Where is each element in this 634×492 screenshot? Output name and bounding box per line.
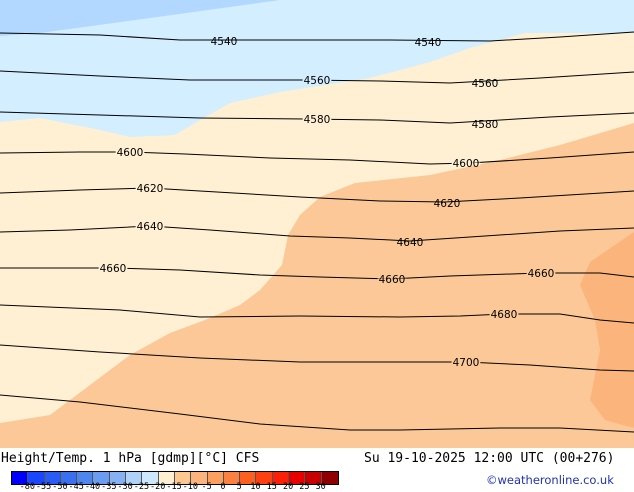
region-orange-dark (580, 232, 634, 428)
contour-label: 4640 (137, 221, 164, 233)
contour-label: 4680 (491, 309, 518, 321)
contour-line (0, 187, 634, 203)
contour-label: 4620 (434, 198, 461, 210)
color-scale-labels: -80 -55 -50 -45 -40 -35 -30 -25 -20 -15 -10 -5 0 5 10 1… (0, 482, 400, 492)
color-swatch (174, 472, 192, 484)
contour-label: 4560 (304, 75, 331, 87)
contour-label-mask (470, 82, 500, 86)
contour-label: 4640 (397, 237, 424, 249)
contour-label: 4560 (472, 78, 499, 90)
contour-label: 4540 (415, 37, 442, 49)
contour-label: 4580 (472, 119, 499, 131)
color-scale-label: 20 (282, 482, 294, 492)
contour-label-mask (135, 187, 165, 191)
color-scale-label: -80 (19, 482, 35, 492)
color-swatch (321, 472, 338, 484)
contour-label-mask (135, 225, 165, 229)
color-swatch (44, 472, 61, 484)
contour-label-mask (115, 151, 145, 155)
color-swatch (142, 472, 159, 484)
contour-line (0, 151, 634, 165)
color-scale-label: 30 (315, 482, 326, 492)
color-swatch (207, 472, 224, 484)
color-swatch (109, 472, 127, 484)
color-swatch (77, 472, 94, 484)
contour-label-mask (526, 272, 556, 276)
weather-map: 4540 4540 4560 4560 4580 4580 4600 4600 4620 4620… (0, 0, 634, 448)
color-scale-bar (11, 471, 339, 485)
contour-line (0, 31, 634, 42)
contour-label: 4700 (453, 357, 480, 369)
contour-line (0, 394, 634, 433)
color-scale-label: 10 (250, 482, 261, 492)
color-scale-label: 5 (236, 482, 242, 492)
contour-label: 4540 (211, 36, 238, 48)
region-blue (0, 0, 280, 36)
map-title: Height/Temp. 1 hPa [gdmp][°C] CFS (1, 451, 260, 466)
color-scale-label: -45 (68, 482, 84, 492)
contour-line (0, 267, 634, 280)
color-scale-label: -50 (52, 482, 68, 492)
contour-label: 4660 (100, 263, 127, 275)
contour-label-mask (451, 361, 481, 365)
contour-label-mask (489, 313, 519, 317)
contour-line (0, 344, 634, 372)
color-swatch (256, 472, 273, 484)
color-swatch (289, 472, 306, 484)
color-swatch (223, 472, 241, 484)
contour-label-mask (413, 41, 443, 45)
contour-label-mask (209, 40, 239, 44)
color-swatch (93, 472, 110, 484)
contour-label-mask (451, 162, 481, 166)
contour-label-mask (432, 202, 462, 206)
color-swatch (126, 472, 143, 484)
color-swatch (60, 472, 78, 484)
color-scale-label: -30 (117, 482, 133, 492)
color-swatch (272, 472, 290, 484)
contour-label: 4580 (304, 114, 331, 126)
color-scale-label: -15 (166, 482, 182, 492)
contour-label-mask (98, 267, 128, 271)
color-scale-label: 25 (299, 482, 310, 492)
map-datetime: Su 19-10-2025 12:00 UTC (00+276) (364, 451, 615, 466)
color-scale-label: 0 (220, 482, 226, 492)
color-scale-label: -55 (35, 482, 52, 492)
color-swatch (240, 472, 257, 484)
credit-link[interactable]: ©weatheronline.co.uk (486, 473, 614, 487)
color-swatch (191, 472, 208, 484)
contour-line (0, 111, 634, 124)
color-swatch (158, 472, 175, 484)
contour-label: 4600 (453, 158, 480, 170)
contour-label: 4620 (137, 183, 164, 195)
color-scale-label: -10 (182, 482, 198, 492)
color-swatch (12, 472, 29, 484)
contour-line (0, 304, 634, 324)
color-swatch (305, 472, 322, 484)
color-scale-label: -25 (133, 482, 150, 492)
contour-label-mask (470, 123, 500, 127)
contour-label: 4660 (528, 268, 555, 280)
contour-line (0, 225, 634, 242)
color-swatch (28, 472, 45, 484)
contour-label-mask (302, 79, 332, 83)
color-scale-label: -40 (84, 482, 101, 492)
contour-label: 4660 (379, 274, 406, 286)
color-scale-label: -5 (201, 482, 212, 492)
color-scale-label: 15 (266, 482, 277, 492)
contour-label-mask (377, 278, 407, 282)
contour-line (0, 70, 634, 84)
color-scale-label: -20 (150, 482, 166, 492)
region-light-blue (0, 0, 634, 137)
contour-label: 4600 (117, 147, 144, 159)
color-scale-label: -35 (101, 482, 117, 492)
contour-label-mask (302, 118, 332, 122)
contour-label-mask (395, 241, 425, 245)
